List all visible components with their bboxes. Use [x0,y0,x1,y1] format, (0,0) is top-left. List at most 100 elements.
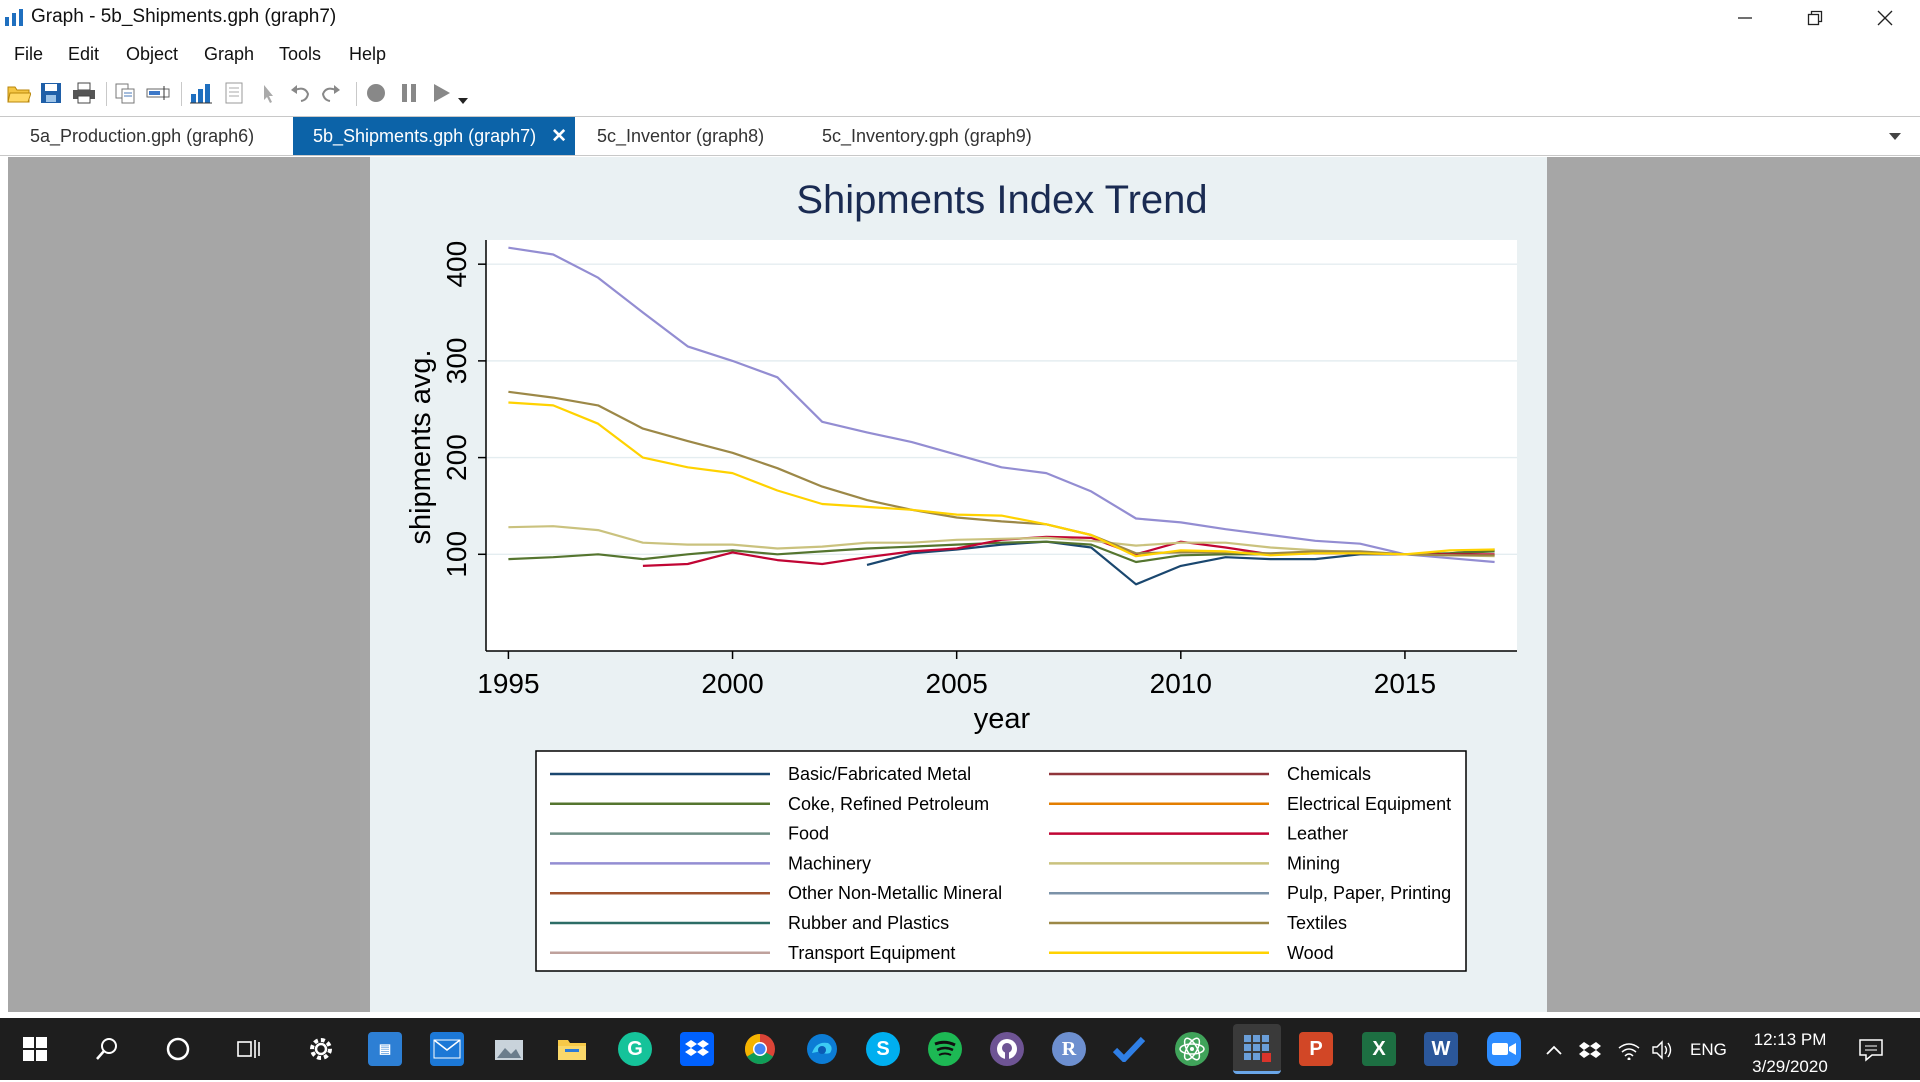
github-app[interactable] [990,1032,1024,1066]
settings-app[interactable] [304,1032,338,1066]
file-explorer-app[interactable]: ▤ [368,1032,402,1066]
y-tick-label: 400 [441,241,472,288]
tab-list-dropdown[interactable] [1888,117,1912,155]
word-app[interactable]: W [1424,1032,1458,1066]
x-tick-label: 2010 [1150,668,1212,699]
todo-app[interactable] [1112,1032,1146,1066]
close-window-button[interactable] [1850,0,1920,36]
undo-button[interactable] [287,80,313,106]
minimize-icon [1738,17,1752,19]
tab-graph6[interactable]: 5a_Production.gph (graph6) [20,117,298,155]
legend-label: Coke, Refined Petroleum [788,794,989,814]
open-button[interactable] [6,80,32,106]
spotify-app[interactable] [928,1032,962,1066]
grid-button[interactable] [221,80,247,106]
menu-tools[interactable]: Tools [279,44,322,64]
copy-icon [115,83,135,104]
action-center-button[interactable] [1858,1018,1884,1082]
zoom-app[interactable] [1487,1032,1521,1066]
chevron-down-icon [458,98,468,104]
play-button[interactable] [428,80,454,106]
copy-button[interactable] [112,80,138,106]
open-icon [7,86,31,103]
r-app[interactable]: R [1052,1032,1086,1066]
clock[interactable]: 12:13 PM 3/29/2020 [1735,1026,1845,1080]
language-indicator[interactable]: ENG [1690,1040,1727,1059]
tab-label: 5a_Production.gph (graph6) [30,125,255,146]
menu-help[interactable]: Help [349,44,387,64]
tab-graph8[interactable]: 5c_Inventor (graph8) [597,117,797,155]
menu-graph[interactable]: Graph [204,44,255,64]
series-line [508,390,1495,557]
volume-icon [1652,1040,1672,1060]
series-line [508,401,1495,558]
tab-graph9[interactable]: 5c_Inventory.gph (graph9) [822,117,1082,155]
photos-app[interactable] [492,1032,526,1066]
legend-label: Food [788,824,829,844]
edge-app[interactable] [805,1032,839,1066]
skype-app[interactable]: S [866,1032,900,1066]
r-icon: R [1061,1037,1077,1060]
restore-icon [1807,10,1823,26]
excel-icon: X [1372,1037,1386,1060]
minimize-button[interactable] [1710,0,1780,36]
chart-title: Shipments Index Trend [796,178,1207,222]
show-hidden-icons-button[interactable] [1545,1018,1563,1082]
legend-label: Chemicals [1287,764,1371,784]
restore-button[interactable] [1780,0,1850,36]
legend-label: Mining [1287,853,1340,873]
menu-object[interactable]: Object [126,44,179,64]
powerpoint-app[interactable]: P [1299,1032,1333,1066]
select-icon [264,85,273,103]
play-icon [434,84,450,102]
excel-app[interactable]: X [1362,1032,1396,1066]
mail-app[interactable] [430,1032,464,1066]
tab-label: 5c_Inventor (graph8) [597,125,765,146]
y-axis-label: shipments avg. [405,349,437,544]
rename-button[interactable] [145,80,171,106]
pause-button[interactable] [396,80,422,106]
todo-icon [1113,1036,1145,1062]
close-icon [1877,10,1893,26]
grammarly-app[interactable]: G [618,1032,652,1066]
volume-tray[interactable] [1651,1018,1675,1082]
task-view-button[interactable] [232,1032,266,1066]
chrome-app[interactable] [743,1032,777,1066]
atom-icon [1179,1037,1205,1061]
record-button[interactable] [363,80,389,106]
atom-app[interactable] [1175,1032,1209,1066]
menu-edit[interactable]: Edit [68,44,100,64]
network-tray[interactable] [1617,1018,1641,1082]
grammarly-icon: G [627,1037,643,1060]
file-explorer-app-icon: ▤ [378,1041,392,1056]
start-button[interactable] [18,1032,52,1066]
redo-button[interactable] [318,80,344,106]
search-button[interactable] [90,1032,124,1066]
plot-region [486,240,1517,651]
toolbar [0,74,1920,112]
tab-graph7[interactable]: 5b_Shipments.gph (graph7) ✕ [293,117,575,155]
redo-icon [321,85,340,102]
x-axis-label: year [974,703,1031,735]
clock-date: 3/29/2020 [1752,1057,1828,1076]
skype-icon: S [876,1037,890,1060]
spotify-icon [934,1040,956,1056]
powerpoint-icon: P [1309,1037,1323,1060]
stata-app[interactable] [1233,1024,1281,1074]
chevron-down-icon [1889,133,1901,140]
save-button[interactable] [38,80,64,106]
select-button[interactable] [254,80,280,106]
toolbar-dropdown[interactable] [455,80,471,106]
cortana-button[interactable] [161,1032,195,1066]
dropbox-app[interactable] [680,1032,714,1066]
menu-file[interactable]: File [14,44,44,64]
dropbox-tray[interactable] [1579,1018,1601,1082]
graph-editor-button[interactable] [188,80,214,106]
legend-label: Other Non-Metallic Mineral [788,883,1002,903]
legend-label: Pulp, Paper, Printing [1287,883,1451,903]
tab-close-button[interactable]: ✕ [551,126,567,147]
print-button[interactable] [71,80,97,106]
x-tick-label: 2015 [1374,668,1436,699]
folder-app[interactable] [555,1032,589,1066]
folder-icon [558,1040,586,1060]
